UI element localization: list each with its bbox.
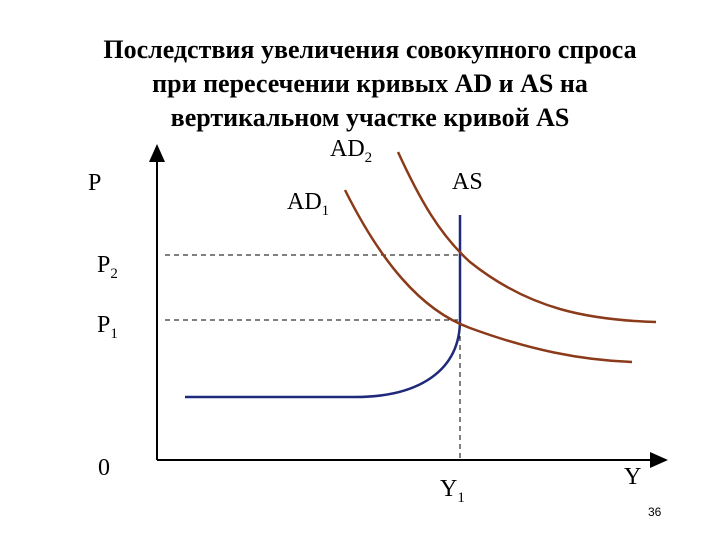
ad1-main: AD <box>287 189 322 215</box>
ad2-main: AD <box>330 136 365 162</box>
ad2-label: AD2 <box>330 136 372 166</box>
y1-label: Y1 <box>440 476 465 506</box>
p1-sub: 1 <box>110 326 118 342</box>
p2-main: P <box>97 252 110 278</box>
ad1-sub: 1 <box>322 203 330 219</box>
y-axis-label: P <box>88 170 101 196</box>
p2-label: P2 <box>97 252 118 282</box>
x-axis-label: Y <box>624 464 641 490</box>
ad1-label: AD1 <box>287 189 329 219</box>
origin-label: 0 <box>98 455 110 481</box>
page-number: 36 <box>648 505 662 519</box>
y1-main: Y <box>440 476 457 502</box>
title-line: при пересечении кривых AD и AS на <box>152 69 588 98</box>
p1-main: P <box>97 312 110 338</box>
as-curve <box>185 215 462 399</box>
ad1-curve <box>343 189 633 364</box>
p1-label: P1 <box>97 312 118 342</box>
ad2-sub: 2 <box>365 150 373 166</box>
y1-sub: 1 <box>457 490 465 506</box>
ad2-curve <box>396 151 657 324</box>
p2-sub: 2 <box>110 266 118 282</box>
as-label: AS <box>452 169 483 195</box>
title-line: Последствия увеличения совокупного спрос… <box>103 35 636 64</box>
title-line: вертикальном участке кривой AS <box>171 103 570 132</box>
